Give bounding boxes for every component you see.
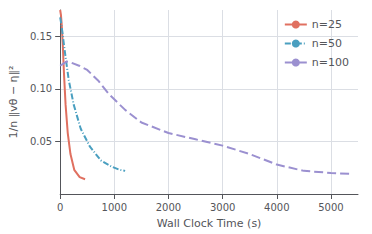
svg-text:n=25: n=25 [312, 18, 342, 31]
svg-text:0.05: 0.05 [30, 136, 52, 147]
svg-text:Wall Clock Time (s): Wall Clock Time (s) [157, 217, 262, 230]
svg-text:n=50: n=50 [312, 37, 342, 50]
svg-text:5000: 5000 [318, 202, 343, 213]
svg-text:2000: 2000 [156, 202, 181, 213]
svg-text:0.10: 0.10 [30, 83, 52, 94]
svg-text:3000: 3000 [210, 202, 235, 213]
svg-text:4000: 4000 [264, 202, 289, 213]
svg-text:0: 0 [57, 202, 63, 213]
svg-text:1000: 1000 [102, 202, 127, 213]
svg-text:n=100: n=100 [312, 56, 349, 69]
svg-text:0.15: 0.15 [30, 31, 52, 42]
svg-text:1/n ‖vθ − η‖²: 1/n ‖vθ − η‖² [7, 65, 20, 138]
